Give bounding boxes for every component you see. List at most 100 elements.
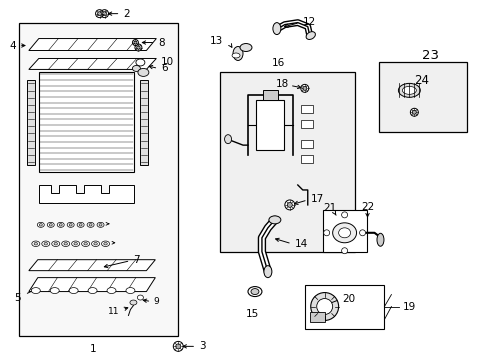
Ellipse shape <box>107 288 116 293</box>
Text: 20: 20 <box>342 293 355 303</box>
Text: 3: 3 <box>199 341 205 351</box>
Ellipse shape <box>102 241 109 247</box>
Ellipse shape <box>79 224 82 226</box>
Ellipse shape <box>264 266 271 278</box>
Text: 21: 21 <box>323 203 336 213</box>
Bar <box>220 72 354 252</box>
Ellipse shape <box>84 243 87 245</box>
Ellipse shape <box>233 46 243 60</box>
Ellipse shape <box>81 241 89 247</box>
Bar <box>300 120 312 128</box>
Ellipse shape <box>31 288 40 293</box>
Text: 5: 5 <box>14 293 21 302</box>
Text: 8: 8 <box>158 37 164 48</box>
Bar <box>27 80 35 165</box>
Ellipse shape <box>332 223 356 243</box>
Bar <box>309 312 324 323</box>
Polygon shape <box>39 185 134 203</box>
Text: 24: 24 <box>413 74 428 87</box>
Text: 1: 1 <box>90 345 97 354</box>
Circle shape <box>409 108 417 116</box>
Polygon shape <box>29 260 155 271</box>
Text: 10: 10 <box>160 58 173 67</box>
Bar <box>140 80 148 165</box>
Ellipse shape <box>137 295 143 300</box>
Polygon shape <box>29 278 155 292</box>
Bar <box>322 210 366 252</box>
Text: 19: 19 <box>402 302 415 311</box>
Circle shape <box>132 40 138 45</box>
Ellipse shape <box>87 222 94 227</box>
Ellipse shape <box>89 224 92 226</box>
Text: 2: 2 <box>123 9 130 19</box>
Circle shape <box>134 41 137 44</box>
Circle shape <box>302 86 306 90</box>
Bar <box>300 105 312 113</box>
Ellipse shape <box>132 66 140 71</box>
Ellipse shape <box>69 224 72 226</box>
Ellipse shape <box>240 44 251 51</box>
Bar <box>39 72 134 172</box>
Ellipse shape <box>224 135 231 144</box>
Bar <box>263 90 277 100</box>
Text: 22: 22 <box>360 202 373 212</box>
Ellipse shape <box>77 222 84 227</box>
Ellipse shape <box>41 241 50 247</box>
Circle shape <box>300 84 308 92</box>
Ellipse shape <box>310 293 338 320</box>
Ellipse shape <box>47 222 54 227</box>
Text: 6: 6 <box>161 63 167 73</box>
Bar <box>304 285 384 329</box>
Ellipse shape <box>88 288 97 293</box>
Bar <box>300 140 312 148</box>
Ellipse shape <box>32 241 40 247</box>
Circle shape <box>411 110 415 114</box>
Circle shape <box>101 10 108 18</box>
Ellipse shape <box>57 222 64 227</box>
Circle shape <box>359 230 365 236</box>
Ellipse shape <box>91 241 100 247</box>
Text: 18: 18 <box>275 79 288 89</box>
Text: 23: 23 <box>421 49 438 62</box>
Circle shape <box>287 202 292 207</box>
Ellipse shape <box>94 243 97 245</box>
Ellipse shape <box>126 288 135 293</box>
Circle shape <box>341 212 347 218</box>
Ellipse shape <box>50 288 59 293</box>
Text: 14: 14 <box>294 239 307 249</box>
Text: 15: 15 <box>245 310 258 319</box>
Text: 13: 13 <box>209 36 223 46</box>
Ellipse shape <box>54 243 58 245</box>
Ellipse shape <box>67 222 74 227</box>
Text: 11: 11 <box>108 307 119 316</box>
Ellipse shape <box>69 288 78 293</box>
Ellipse shape <box>37 222 44 227</box>
Ellipse shape <box>247 287 262 297</box>
Bar <box>19 23 178 336</box>
Circle shape <box>341 248 347 254</box>
Ellipse shape <box>39 224 42 226</box>
Circle shape <box>135 44 142 51</box>
Ellipse shape <box>34 243 38 245</box>
Circle shape <box>285 200 294 210</box>
Ellipse shape <box>376 233 383 246</box>
Ellipse shape <box>52 241 60 247</box>
Ellipse shape <box>49 224 52 226</box>
Polygon shape <box>29 58 156 69</box>
Bar <box>255 100 283 150</box>
Ellipse shape <box>268 216 280 224</box>
Circle shape <box>173 341 183 351</box>
Text: 9: 9 <box>153 297 159 306</box>
Text: 4: 4 <box>9 41 16 50</box>
Ellipse shape <box>61 241 69 247</box>
Ellipse shape <box>398 84 420 97</box>
Circle shape <box>102 12 106 15</box>
Ellipse shape <box>59 224 62 226</box>
Text: 16: 16 <box>272 58 285 68</box>
Ellipse shape <box>130 300 137 305</box>
Ellipse shape <box>74 243 77 245</box>
Polygon shape <box>29 39 156 50</box>
Ellipse shape <box>316 298 332 315</box>
Ellipse shape <box>44 243 47 245</box>
Text: 7: 7 <box>133 255 140 265</box>
